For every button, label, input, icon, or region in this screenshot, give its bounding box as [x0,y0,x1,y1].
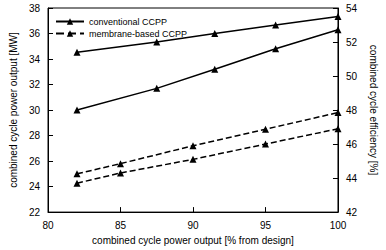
svg-text:combined cycle power output [%: combined cycle power output [% from desi… [92,235,294,246]
svg-text:28: 28 [29,130,41,141]
svg-text:95: 95 [260,220,272,231]
svg-text:85: 85 [115,220,127,231]
svg-text:46: 46 [346,139,358,150]
svg-text:30: 30 [29,105,41,116]
svg-text:34: 34 [29,54,41,65]
svg-text:24: 24 [29,181,41,192]
svg-text:22: 22 [29,207,41,218]
svg-text:38: 38 [29,3,41,14]
svg-text:26: 26 [29,156,41,167]
svg-text:44: 44 [346,173,358,184]
svg-text:36: 36 [29,28,41,39]
svg-text:membrane-based CCPP: membrane-based CCPP [89,29,187,39]
svg-text:42: 42 [346,207,358,218]
svg-text:conventional CCPP: conventional CCPP [89,17,167,27]
svg-text:combined cycle efficiency [%]: combined cycle efficiency [%] [368,45,379,176]
svg-text:50: 50 [346,71,358,82]
svg-text:32: 32 [29,79,41,90]
svg-text:54: 54 [346,3,358,14]
svg-text:48: 48 [346,105,358,116]
svg-text:80: 80 [42,220,54,231]
svg-text:52: 52 [346,37,358,48]
svg-text:combined cycle power output [M: combined cycle power output [MW] [8,32,19,188]
svg-text:90: 90 [187,220,199,231]
svg-text:100: 100 [330,220,347,231]
